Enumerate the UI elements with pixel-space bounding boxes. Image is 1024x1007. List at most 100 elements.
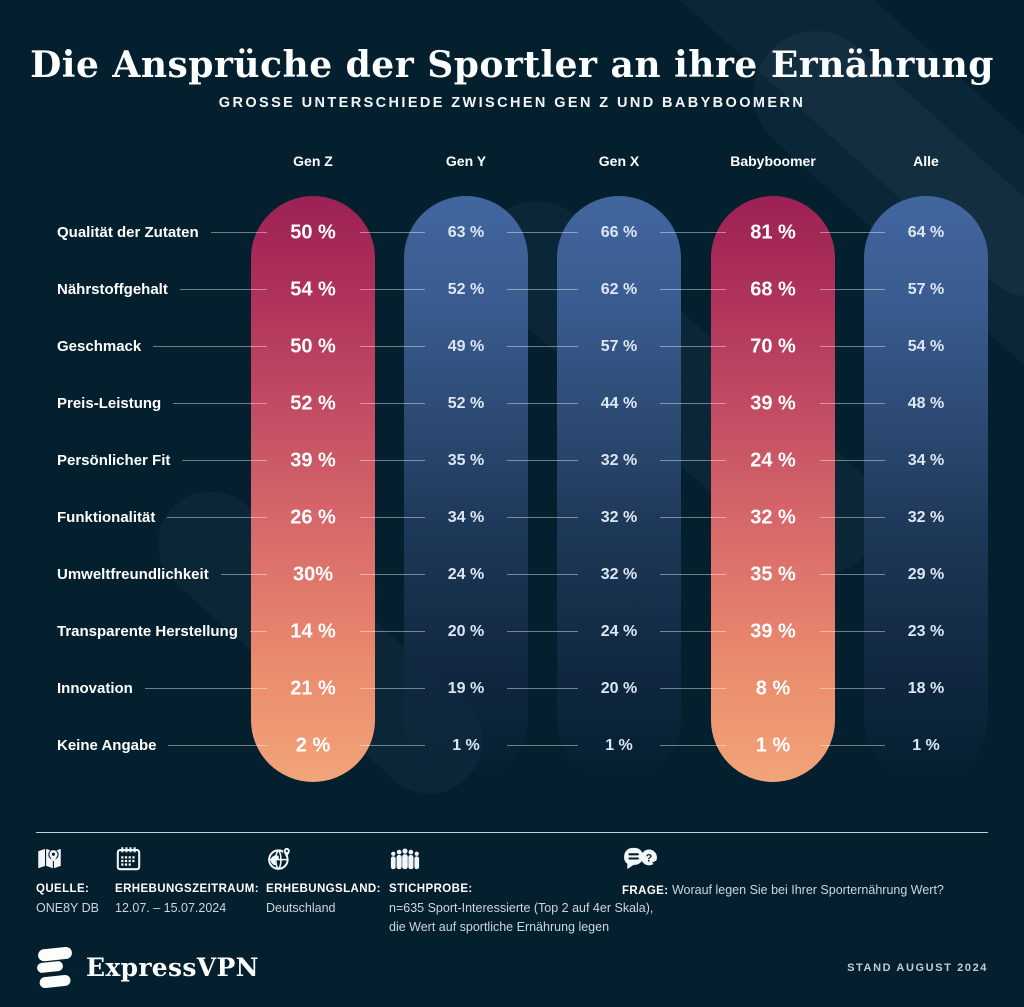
row-label-wrap: Persönlicher Fit xyxy=(57,449,267,471)
row-dash-line xyxy=(660,289,726,290)
row-dash-line xyxy=(360,631,425,632)
value-label: 70 % xyxy=(750,335,796,358)
row-leader-line xyxy=(167,516,267,518)
column-pill-gen-x xyxy=(557,196,681,782)
row-leader-line xyxy=(210,231,267,233)
column-pill-alle xyxy=(864,196,988,782)
column-pill-gen-z xyxy=(251,196,375,782)
value-label: 52 % xyxy=(447,395,485,412)
footer-question: FRAGE: Worauf legen Sie bei Ihrer Sporte… xyxy=(622,883,944,897)
value-label: 24 % xyxy=(447,566,485,583)
row-dash-line xyxy=(507,460,578,461)
row-label: Geschmack xyxy=(57,337,142,355)
row-dash-line xyxy=(507,574,578,575)
value-label: 19 % xyxy=(447,680,485,697)
row-dash-line xyxy=(660,517,726,518)
value-label: 32 % xyxy=(600,509,638,526)
row-dash-line xyxy=(360,403,425,404)
row-leader-line xyxy=(153,345,267,347)
value-label: 63 % xyxy=(447,224,485,241)
row-label-wrap: Umweltfreundlichkeit xyxy=(57,563,267,585)
footer-value: Worauf legen Sie bei Ihrer Sporternährun… xyxy=(671,883,944,897)
row-dash-line xyxy=(820,346,885,347)
row-dash-line xyxy=(360,745,425,746)
row-dash-line xyxy=(820,289,885,290)
row-dash-line xyxy=(660,232,726,233)
value-label: 20 % xyxy=(447,623,485,640)
value-label: 66 % xyxy=(600,224,638,241)
value-label: 48 % xyxy=(907,395,945,412)
column-header: Gen Z xyxy=(293,153,333,169)
footer-item-frage: ? FRAGE: Worauf legen Sie bei Ihrer Spor… xyxy=(622,845,944,897)
row-label: Nährstoffgehalt xyxy=(57,280,168,298)
row-label: Funktionalität xyxy=(57,508,156,526)
footer-item-stichprobe: STICHPROBE: n=635 Sport-Interessierte (T… xyxy=(389,845,653,938)
row-dash-line xyxy=(820,688,885,689)
value-label: 62 % xyxy=(600,281,638,298)
footer-label: ERHEBUNGSZEITRAUM: xyxy=(115,883,259,895)
row-label-wrap: Geschmack xyxy=(57,335,267,357)
row-leader-line xyxy=(168,744,267,746)
value-label: 30% xyxy=(292,563,334,586)
row-leader-line xyxy=(173,402,267,404)
row-label-wrap: Transparente Herstellung xyxy=(57,620,267,642)
value-label: 52 % xyxy=(447,281,485,298)
page-subtitle: GROSSE UNTERSCHIEDE ZWISCHEN GEN Z UND B… xyxy=(218,95,806,111)
value-label: 54 % xyxy=(290,278,336,301)
value-label: 68 % xyxy=(750,278,796,301)
row-dash-line xyxy=(507,232,578,233)
column-header: Gen X xyxy=(598,153,640,169)
footer-item-land: ERHEBUNGSLAND: Deutschland xyxy=(266,845,381,918)
value-label: 8 % xyxy=(755,677,791,700)
value-label: 39 % xyxy=(750,620,796,643)
row-dash-line xyxy=(360,460,425,461)
value-label: 35 % xyxy=(750,563,796,586)
value-label: 34 % xyxy=(447,509,485,526)
row-dash-line xyxy=(660,574,726,575)
svg-text:?: ? xyxy=(646,853,652,865)
value-label: 1 % xyxy=(755,734,791,757)
people-icon xyxy=(390,848,420,870)
value-label: 39 % xyxy=(290,449,336,472)
row-leader-line xyxy=(249,630,267,632)
footer-label: ERHEBUNGSLAND: xyxy=(266,883,381,895)
value-label: 20 % xyxy=(600,680,638,697)
column-pill-gen-y xyxy=(404,196,528,782)
footer-value: Deutschland xyxy=(266,901,336,915)
row-dash-line xyxy=(820,574,885,575)
value-label: 24 % xyxy=(600,623,638,640)
page-title: Die Ansprüche der Sportler an ihre Ernäh… xyxy=(30,44,994,86)
expressvpn-logo-icon xyxy=(37,946,72,988)
row-label-wrap: Qualität der Zutaten xyxy=(57,221,267,243)
value-label: 57 % xyxy=(600,338,638,355)
footer-value: ONE8Y DB xyxy=(36,901,99,915)
row-dash-line xyxy=(507,517,578,518)
row-leader-line xyxy=(220,573,267,575)
value-label: 54 % xyxy=(907,338,945,355)
value-label: 23 % xyxy=(907,623,945,640)
row-label: Preis-Leistung xyxy=(57,394,162,412)
row-label: Persönlicher Fit xyxy=(57,451,171,469)
calendar-icon xyxy=(116,847,141,871)
value-label: 14 % xyxy=(290,620,336,643)
column-header: Gen Y xyxy=(445,153,487,169)
row-dash-line xyxy=(660,745,726,746)
row-dash-line xyxy=(360,346,425,347)
stand-date: STAND AUGUST 2024 xyxy=(847,962,988,974)
row-label: Qualität der Zutaten xyxy=(57,223,199,241)
value-label: 49 % xyxy=(447,338,485,355)
footer-label: FRAGE: xyxy=(622,885,669,897)
footer-label: STICHPROBE: xyxy=(389,883,473,895)
row-dash-line xyxy=(660,688,726,689)
footer-value: n=635 Sport-Interessierte (Top 2 auf 4er… xyxy=(389,901,654,915)
row-label: Transparente Herstellung xyxy=(57,622,238,640)
row-dash-line xyxy=(660,460,726,461)
row-label: Innovation xyxy=(57,679,133,697)
row-dash-line xyxy=(660,346,726,347)
row-dash-line xyxy=(360,688,425,689)
row-dash-line xyxy=(507,688,578,689)
value-label: 1 % xyxy=(605,737,633,754)
value-label: 32 % xyxy=(600,452,638,469)
row-dash-line xyxy=(820,745,885,746)
